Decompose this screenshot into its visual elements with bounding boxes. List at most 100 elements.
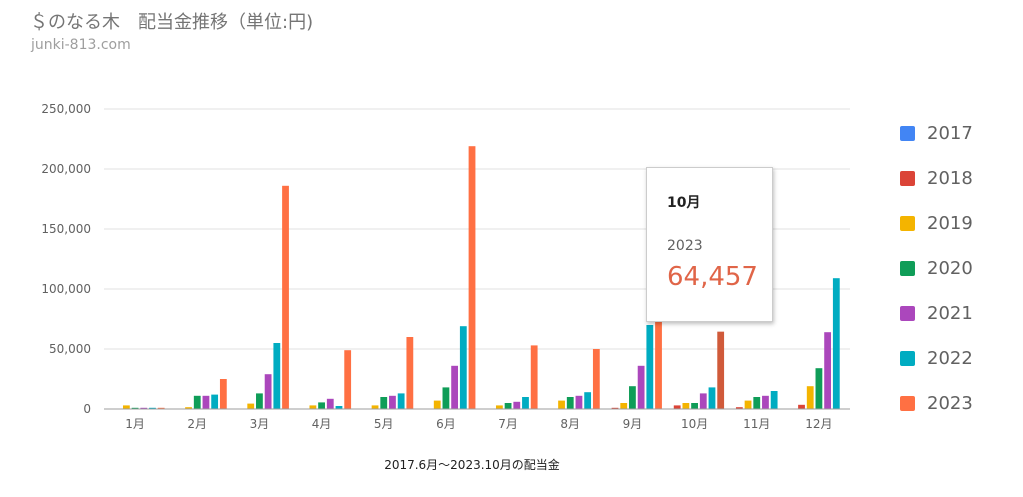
bar-2022-2[interactable] [211,394,219,409]
bar-2020-3[interactable] [256,393,263,409]
legend-item-2017[interactable]: 2017 [900,111,973,156]
bar-2019-5[interactable] [371,405,379,409]
bar-2022-1[interactable] [149,407,156,409]
bar-2022-7[interactable] [522,397,529,409]
bar-2019-11[interactable] [744,400,752,409]
bar-2022-3[interactable] [273,343,281,409]
legend-item-2022[interactable]: 2022 [900,336,973,381]
legend-label: 2017 [927,123,973,144]
legend-swatch [900,171,915,186]
legend-label: 2020 [927,258,973,279]
bar-2021-5[interactable] [389,395,396,409]
legend-swatch [900,261,915,276]
legend-swatch [900,216,915,231]
legend-swatch [900,351,915,366]
bar-2023-6[interactable] [468,146,476,409]
bar-2021-10[interactable] [699,393,707,409]
legend-label: 2022 [927,348,973,369]
x-tick-label: 1月 [125,417,145,431]
bar-2022-10[interactable] [708,387,716,409]
bar-2022-12[interactable] [832,278,840,409]
bar-2022-9[interactable] [646,325,654,409]
bar-2022-5[interactable] [397,393,405,409]
legend: 2017 2018 2019 2020 2021 2022 2023 [900,111,973,426]
y-tick-label: 50,000 [49,342,91,356]
tooltip-value: 64,457 [667,262,758,292]
bar-2020-1[interactable] [131,407,139,409]
bar-2019-2[interactable] [185,407,192,409]
bar-2020-6[interactable] [442,387,450,409]
bar-2021-9[interactable] [637,365,645,409]
legend-label: 2021 [927,303,973,324]
tooltip: 10月 2023 64,457 [646,167,773,322]
x-tick-label: 9月 [623,417,643,431]
bar-2021-12[interactable] [824,332,832,409]
bar-2023-5[interactable] [406,337,414,409]
y-tick-label: 150,000 [41,222,91,236]
y-tick-label: 0 [83,402,91,416]
bar-2019-4[interactable] [309,405,317,409]
bar-2022-11[interactable] [770,391,778,409]
bar-2022-4[interactable] [335,406,343,409]
bar-2021-3[interactable] [264,374,272,409]
x-tick-label: 4月 [312,417,332,431]
bar-2023-8[interactable] [592,349,600,409]
bar-2019-6[interactable] [433,400,441,409]
legend-item-2020[interactable]: 2020 [900,246,973,291]
bar-2018-12[interactable] [798,404,805,409]
legend-swatch [900,306,915,321]
legend-item-2018[interactable]: 2018 [900,156,973,201]
bar-2021-11[interactable] [762,395,769,409]
x-tick-label: 7月 [498,417,518,431]
bar-2020-8[interactable] [566,397,574,409]
bar-2018-11[interactable] [735,407,743,409]
bar-2020-11[interactable] [753,397,761,409]
x-tick-label: 11月 [743,417,770,431]
bar-2020-9[interactable] [629,386,636,409]
bar-2018-10[interactable] [673,405,681,409]
bar-2022-8[interactable] [584,392,592,409]
bar-2019-8[interactable] [558,400,565,409]
x-tick-label: 5月 [374,417,394,431]
bar-2020-5[interactable] [380,397,388,409]
bar-2020-10[interactable] [691,403,698,409]
bar-2019-3[interactable] [247,403,255,409]
bar-2023-1[interactable] [157,407,165,409]
bar-2021-6[interactable] [451,365,459,409]
bar-2021-2[interactable] [202,395,210,409]
bar-2023-10[interactable] [717,331,725,409]
chart-title: ＄のなる木 配当金推移（単位:円) [30,12,314,33]
bar-2020-7[interactable] [504,403,512,409]
legend-item-2019[interactable]: 2019 [900,201,973,246]
bar-2019-7[interactable] [495,405,503,409]
x-tick-label: 12月 [805,417,832,431]
bar-2019-1[interactable] [122,405,130,409]
x-axis-ticks: 1月 2月 3月 4月 5月 6月 7月 8月 9月 10月 11月 12月 [125,417,832,431]
tooltip-category: 10月 [667,195,701,211]
bar-2020-4[interactable] [318,402,325,409]
legend-item-2021[interactable]: 2021 [900,291,973,336]
bar-2019-9[interactable] [620,403,628,409]
legend-label: 2019 [927,213,973,234]
legend-swatch [900,126,915,141]
legend-label: 2023 [927,393,973,414]
y-tick-label: 250,000 [41,102,91,116]
bar-2019-10[interactable] [682,403,690,409]
bar-2019-12[interactable] [806,386,814,409]
bar-2023-2[interactable] [219,379,227,409]
bar-2018-9[interactable] [611,407,619,409]
bar-2020-12[interactable] [815,368,823,409]
bar-2023-7[interactable] [530,345,538,409]
x-tick-label: 2月 [187,417,207,431]
bar-2021-1[interactable] [140,407,148,409]
legend-swatch [900,396,915,411]
bar-2021-7[interactable] [513,401,521,409]
y-tick-label: 200,000 [41,162,91,176]
bar-2021-4[interactable] [326,398,334,409]
legend-item-2023[interactable]: 2023 [900,381,973,426]
bar-2021-8[interactable] [575,395,583,409]
bar-2023-3[interactable] [282,185,289,409]
bar-2023-4[interactable] [344,350,352,409]
bar-2020-2[interactable] [193,395,201,409]
bar-2022-6[interactable] [459,326,467,409]
